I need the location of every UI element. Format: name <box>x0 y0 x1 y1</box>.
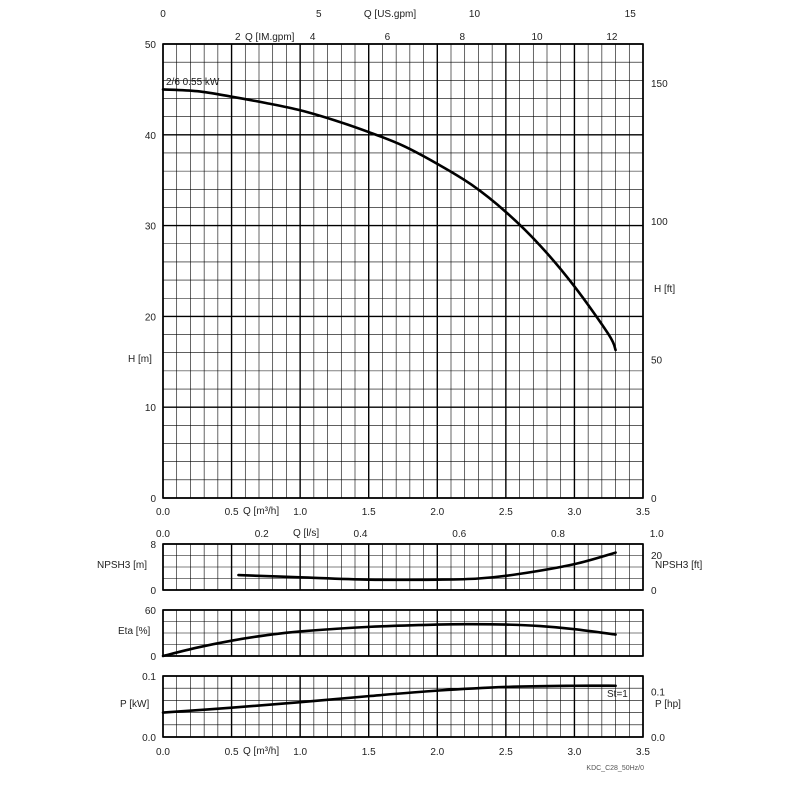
tick-label-flow-m3h-bottom: 0.5 <box>225 747 239 758</box>
tick-label-head-ft: 50 <box>651 356 663 367</box>
tick-label-flow-m3h: 0.5 <box>225 507 239 518</box>
tick-label-flow-m3h-bottom: 3.0 <box>567 747 581 758</box>
tick-label-flow-m3h: 2.0 <box>430 507 444 518</box>
tick-label-usgpm: 15 <box>625 9 637 20</box>
tick-label-npsh-ft: 20 <box>651 551 663 562</box>
tick-label-imgpm: 12 <box>606 32 618 43</box>
y-axis-label-eta: Eta [%] <box>118 626 150 637</box>
tick-label-head-m: 0 <box>150 494 156 505</box>
tick-label-flow-m3h: 1.5 <box>362 507 376 518</box>
footer-code: KDC_C28_50Hz/0 <box>586 765 644 772</box>
panel-frame <box>162 43 644 499</box>
x-axis-label-flow-m3h-top: Q [m³/h] <box>243 506 279 517</box>
tick-label-flow-m3h: 2.5 <box>499 507 513 518</box>
top-axis-label-imgpm: Q [IM.gpm] <box>245 32 295 43</box>
tick-label-flow-ls: 0.8 <box>551 529 565 540</box>
tick-label-flow-ls: 0.6 <box>452 529 466 540</box>
tick-label-imgpm: 8 <box>459 32 465 43</box>
tick-label-flow-m3h-bottom: 0.0 <box>156 747 170 758</box>
efficiency-curve <box>161 622 617 658</box>
tick-label-flow-ls: 0.2 <box>255 529 269 540</box>
tick-label-imgpm: 6 <box>385 32 391 43</box>
power-curve <box>161 684 617 714</box>
tick-label-power-hp: 0.0 <box>651 733 665 744</box>
y-axis-label-head-ft: H [ft] <box>654 284 675 295</box>
head-curve-label: 2/6 0.55 kW <box>166 77 220 88</box>
tick-layer: 0 5 10 15 2 4 6 8 10 12 0 10 20 30 40 50 0 50 100 150 0.0 0.5… <box>142 9 668 758</box>
tick-label-usgpm: 10 <box>469 9 481 20</box>
x-axis-label-flow-m3h-bottom: Q [m³/h] <box>243 746 279 757</box>
tick-label-flow-m3h-bottom: 1.5 <box>362 747 376 758</box>
tick-label-power-kw: 0.0 <box>142 733 156 744</box>
tick-label-usgpm: 0 <box>160 9 166 20</box>
tick-label-npsh-m: 0 <box>150 586 156 597</box>
y-axis-label-power-kw: P [kW] <box>120 699 149 710</box>
panel-frame <box>162 543 644 591</box>
head-curve <box>161 88 617 352</box>
tick-label-flow-ls: 1.0 <box>650 529 664 540</box>
tick-label-flow-m3h: 3.5 <box>636 507 650 518</box>
tick-label-eta: 60 <box>145 606 157 617</box>
top-axis-label-usgpm: Q [US.gpm] <box>364 9 416 20</box>
grid-layer <box>162 43 644 738</box>
power-curve-annotation: St=1 <box>607 689 628 700</box>
tick-label-head-ft: 150 <box>651 79 668 90</box>
tick-label-flow-m3h: 1.0 <box>293 507 307 518</box>
tick-label-npsh-ft: 0 <box>651 586 657 597</box>
tick-label-imgpm: 4 <box>310 32 316 43</box>
tick-label-usgpm: 5 <box>316 9 322 20</box>
y-axis-label-npsh-m: NPSH3 [m] <box>97 560 147 571</box>
tick-label-flow-m3h: 3.0 <box>567 507 581 518</box>
tick-label-power-hp: 0.1 <box>651 688 665 699</box>
y-axis-label-npsh-ft: NPSH3 [ft] <box>655 560 702 571</box>
y-axis-label-power-hp: P [hp] <box>655 699 681 710</box>
tick-label-head-m: 20 <box>145 312 157 323</box>
tick-label-head-ft: 100 <box>651 217 668 228</box>
tick-label-npsh-m: 8 <box>150 540 156 551</box>
tick-label-head-m: 50 <box>145 40 157 51</box>
tick-label-flow-m3h-bottom: 2.0 <box>430 747 444 758</box>
tick-label-imgpm: 2 <box>235 32 241 43</box>
tick-label-flow-m3h: 0.0 <box>156 507 170 518</box>
panel-frame <box>162 609 644 657</box>
tick-label-flow-m3h-bottom: 1.0 <box>293 747 307 758</box>
tick-label-imgpm: 10 <box>532 32 544 43</box>
y-axis-label-head-m: H [m] <box>128 354 152 365</box>
npsh-curve <box>237 551 617 582</box>
tick-label-eta: 0 <box>150 652 156 663</box>
tick-label-head-m: 10 <box>145 403 157 414</box>
tick-label-power-kw: 0.1 <box>142 672 156 683</box>
curve-layer <box>161 88 617 714</box>
panel-frame <box>162 675 644 738</box>
tick-label-flow-m3h-bottom: 2.5 <box>499 747 513 758</box>
tick-label-head-m: 40 <box>145 131 157 142</box>
tick-label-flow-ls: 0.4 <box>354 529 368 540</box>
tick-label-flow-m3h-bottom: 3.5 <box>636 747 650 758</box>
tick-label-head-m: 30 <box>145 222 157 233</box>
tick-label-head-ft: 0 <box>651 494 657 505</box>
tick-label-flow-ls: 0.0 <box>156 529 170 540</box>
x-axis-label-flow-ls: Q [l/s] <box>293 528 319 539</box>
